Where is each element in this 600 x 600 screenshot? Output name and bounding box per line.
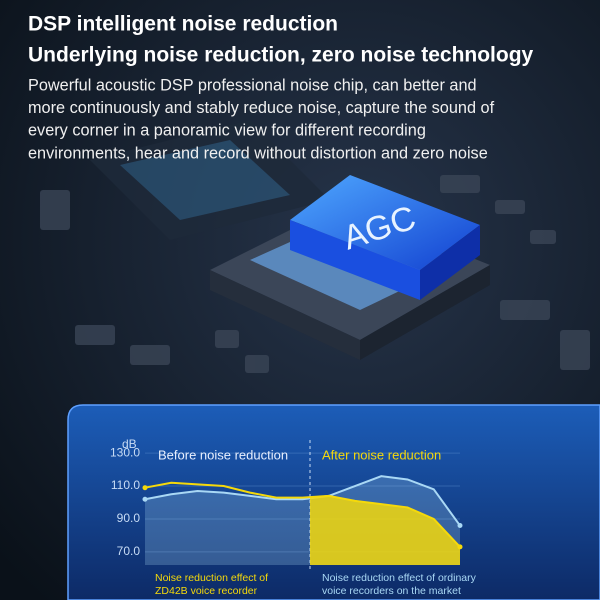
region-label: Before noise reduction bbox=[158, 447, 288, 462]
paragraph-line: more continuously and stably reduce nois… bbox=[28, 99, 495, 117]
end-dot bbox=[457, 523, 463, 529]
y-tick-label: 110.0 bbox=[111, 478, 140, 492]
legend-caption: Noise reduction effect of ZD42B voice rec… bbox=[155, 572, 268, 597]
y-tick-label: 70.0 bbox=[117, 544, 141, 558]
circuit-decor bbox=[40, 120, 590, 373]
y-axis-label: dB bbox=[122, 437, 137, 451]
line bbox=[144, 475, 461, 527]
area bbox=[310, 495, 460, 565]
chip: AGC bbox=[210, 175, 490, 360]
paragraph-line: environments, hear and record without di… bbox=[28, 144, 488, 162]
y-tick-label: 90.0 bbox=[117, 511, 141, 525]
region-label: After noise reduction bbox=[322, 447, 441, 462]
end-dot bbox=[142, 496, 148, 502]
title: DSP intelligent noise reduction bbox=[28, 13, 338, 36]
paragraph-line: every corner in a panoramic view for dif… bbox=[28, 122, 426, 140]
end-dot bbox=[457, 544, 463, 550]
paragraph-line: Powerful acoustic DSP professional noise… bbox=[28, 76, 477, 94]
paragraph: Powerful acoustic DSP professional noise… bbox=[28, 76, 495, 162]
subtitle: Underlying noise reduction, zero noise t… bbox=[28, 44, 534, 67]
line bbox=[144, 481, 461, 548]
end-dot bbox=[142, 485, 148, 491]
legend-caption: Noise reduction effect of ordinary voice … bbox=[322, 572, 477, 597]
y-tick-label: 130.0 bbox=[110, 445, 140, 459]
